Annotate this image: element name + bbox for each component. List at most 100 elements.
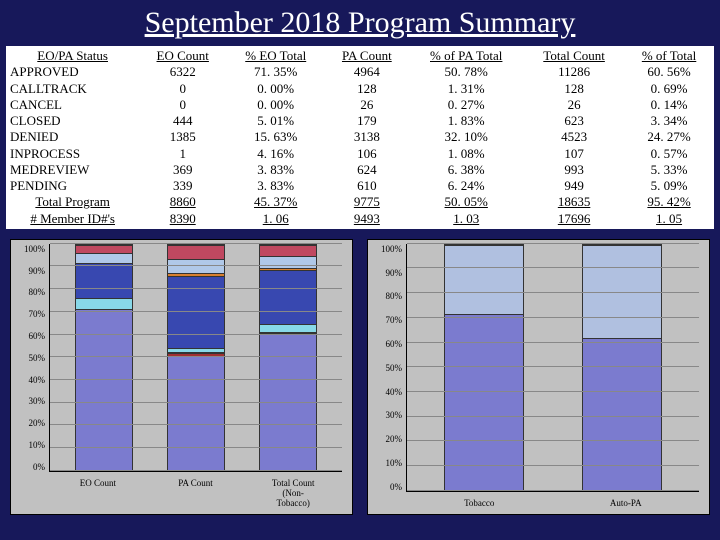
cell: 339 [139,178,226,194]
cell: 1. 08% [408,146,524,162]
row-label: APPROVED [6,64,139,80]
cell: 5. 01% [226,113,325,129]
y-tick: 20% [29,418,46,428]
col-header: EO Count [139,48,226,64]
row-label: Total Program [6,194,139,210]
cell: 50. 78% [408,64,524,80]
cell: 6322 [139,64,226,80]
cell: 0. 00% [226,97,325,113]
x-tick: Auto-PA [553,498,700,508]
bar-segment [168,276,224,348]
y-tick: 10% [386,458,403,468]
row-label: PENDING [6,178,139,194]
y-tick: 40% [386,387,403,397]
bar-segment [583,338,661,491]
y-tick: 90% [29,266,46,276]
cell: 1. 03 [408,211,524,227]
table-row: MEDREVIEW3693. 83%6246. 38%9935. 33% [6,162,714,178]
table-row: CANCEL00. 00%260. 27%260. 14% [6,97,714,113]
y-tick: 30% [29,396,46,406]
y-tick: 90% [386,268,403,278]
cell: 9493 [325,211,408,227]
cell: 0. 00% [226,81,325,97]
cell: 0. 27% [408,97,524,113]
cell: 610 [325,178,408,194]
cell: 18635 [524,194,624,210]
cell: 0. 57% [624,146,714,162]
cell: 369 [139,162,226,178]
cell: 4523 [524,129,624,145]
cell: 6. 24% [408,178,524,194]
cell: 4964 [325,64,408,80]
row-label: CALLTRACK [6,81,139,97]
y-tick: 70% [386,315,403,325]
cell: 106 [325,146,408,162]
bar-segment [168,356,224,471]
cell: 1. 06 [226,211,325,227]
cell: 5. 33% [624,162,714,178]
bar-segment [445,245,523,314]
y-tick: 70% [29,309,46,319]
col-header: EO/PA Status [6,48,139,64]
bar-segment [168,245,224,259]
y-tick: 80% [29,287,46,297]
y-tick: 80% [386,291,403,301]
cell: 949 [524,178,624,194]
y-tick: 20% [386,434,403,444]
cell: 24. 27% [624,129,714,145]
summary-table: EO/PA StatusEO Count% EO TotalPA Count% … [6,46,714,229]
table-row: CALLTRACK00. 00%1281. 31%1280. 69% [6,81,714,97]
y-tick: 100% [381,244,402,254]
cell: 0. 69% [624,81,714,97]
y-tick: 60% [386,339,403,349]
row-label: INPROCESS [6,146,139,162]
cell: 11286 [524,64,624,80]
row-label: DENIED [6,129,139,145]
cell: 6. 38% [408,162,524,178]
cell: 1. 83% [408,113,524,129]
bar-segment [260,270,316,325]
stacked-bar [75,244,133,471]
cell: 3138 [325,129,408,145]
cell: 95. 42% [624,194,714,210]
col-header: Total Count [524,48,624,64]
cell: 3. 34% [624,113,714,129]
col-header: % of Total [624,48,714,64]
cell: 128 [325,81,408,97]
stacked-bar [582,244,662,491]
row-label: CLOSED [6,113,139,129]
cell: 71. 35% [226,64,325,80]
stacked-bar [167,244,225,471]
cell: 15. 63% [226,129,325,145]
y-tick: 60% [29,331,46,341]
y-tick: 10% [29,440,46,450]
x-tick: Total Count (Non- Tobacco) [244,478,342,508]
row-label: CANCEL [6,97,139,113]
cell: 4. 16% [226,146,325,162]
cell: 993 [524,162,624,178]
cell: 45. 37% [226,194,325,210]
cell: 3. 83% [226,178,325,194]
cell: 623 [524,113,624,129]
table-row: Total Program886045. 37%977550. 05%18635… [6,194,714,210]
col-header: PA Count [325,48,408,64]
cell: 1. 05 [624,211,714,227]
bar-segment [76,253,132,262]
x-tick: EO Count [49,478,147,508]
cell: 128 [524,81,624,97]
x-tick: PA Count [147,478,245,508]
cell: 26 [524,97,624,113]
cell: 179 [325,113,408,129]
bar-segment [76,298,132,309]
y-tick: 0% [33,462,45,472]
charts-row: 100%90%80%70%60%50%40%30%20%10%0% EO Cou… [0,233,720,521]
row-label: MEDREVIEW [6,162,139,178]
cell: 1. 31% [408,81,524,97]
cell: 444 [139,113,226,129]
y-tick: 0% [390,482,402,492]
table-row: INPROCESS14. 16%1061. 08%1070. 57% [6,146,714,162]
cell: 60. 56% [624,64,714,80]
x-tick: Tobacco [406,498,553,508]
table-row: APPROVED632271. 35%496450. 78%1128660. 5… [6,64,714,80]
cell: 32. 10% [408,129,524,145]
